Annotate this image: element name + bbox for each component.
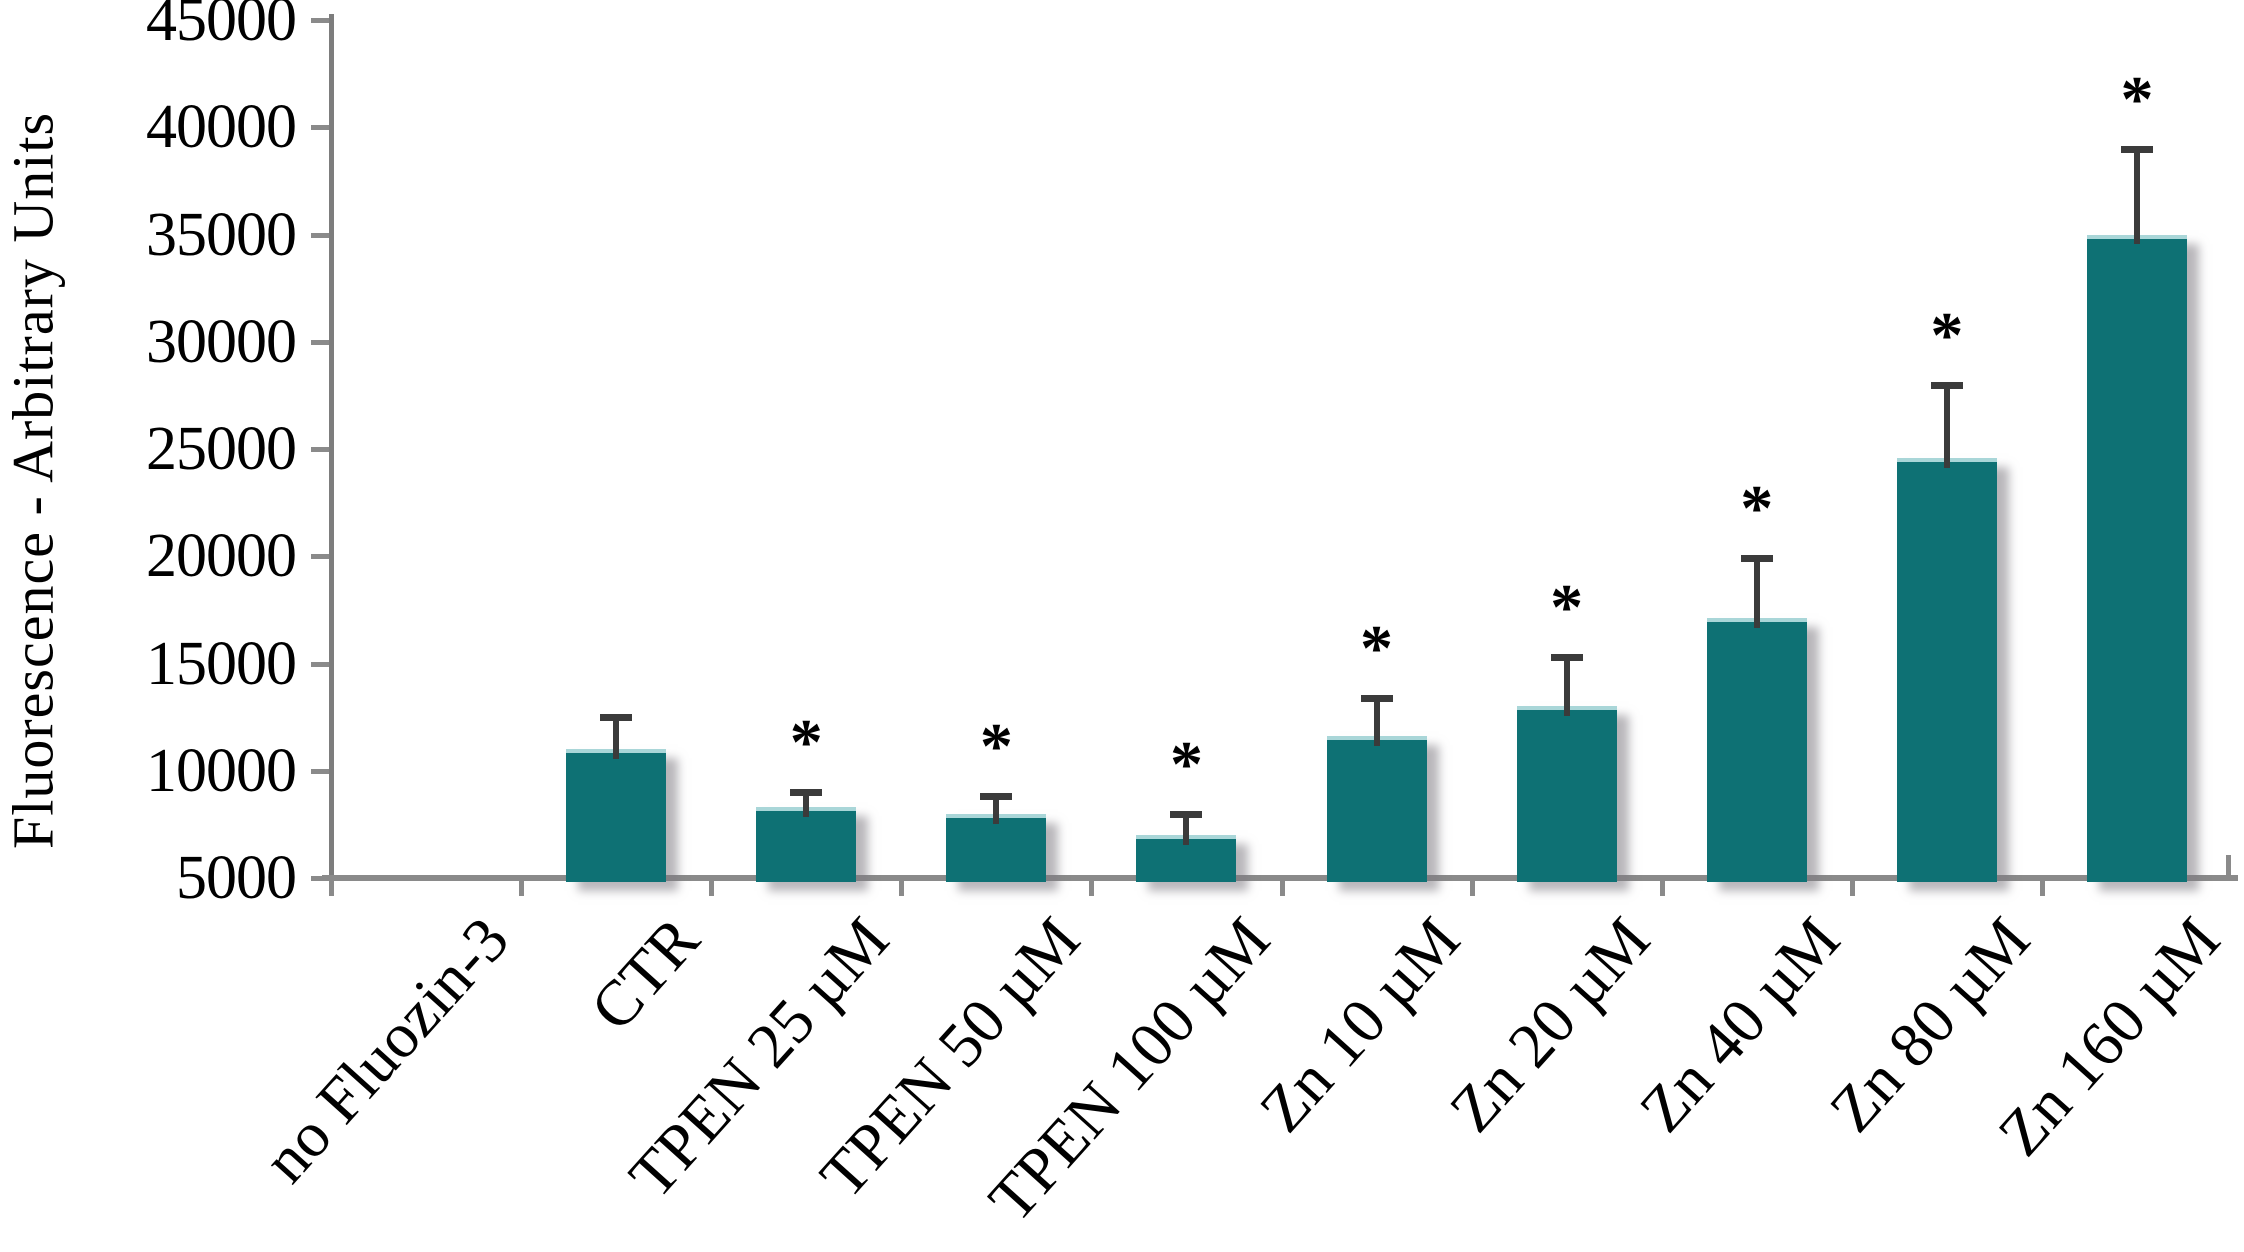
bar bbox=[2086, 234, 2187, 882]
y-tick bbox=[311, 447, 329, 452]
y-tick bbox=[311, 768, 329, 774]
error-bar-cap bbox=[1360, 694, 1393, 702]
y-tick-label: 45000 bbox=[146, 0, 297, 54]
y-tick-label: 40000 bbox=[146, 93, 297, 162]
significance-star: * bbox=[1169, 727, 1203, 801]
y-tick bbox=[311, 339, 329, 345]
bar bbox=[756, 807, 857, 882]
x-category-label: Zn 20 µM bbox=[1435, 903, 1663, 1146]
x-category-label: Zn 40 µM bbox=[1625, 903, 1854, 1146]
bar bbox=[946, 813, 1047, 882]
bar bbox=[1706, 618, 1807, 882]
error-bar-cap bbox=[790, 789, 823, 797]
x-axis-end-tick bbox=[2226, 855, 2231, 878]
y-tick-label: 30000 bbox=[146, 307, 297, 376]
error-bar-stem bbox=[2133, 148, 2140, 245]
y-tick bbox=[311, 18, 329, 23]
significance-star: * bbox=[1930, 298, 1964, 372]
significance-star: * bbox=[1550, 571, 1584, 645]
error-bar-cap bbox=[1170, 810, 1203, 818]
x-tick bbox=[1849, 878, 1855, 896]
significance-star: * bbox=[1360, 611, 1394, 685]
error-bar-stem bbox=[803, 792, 810, 818]
y-tick bbox=[311, 554, 329, 560]
x-tick bbox=[1659, 878, 1665, 896]
significance-star: * bbox=[979, 710, 1013, 784]
y-tick bbox=[311, 232, 329, 238]
y-tick-label: 35000 bbox=[146, 200, 297, 269]
y-tick-label: 20000 bbox=[146, 522, 297, 591]
x-category-label: Zn 10 µM bbox=[1245, 903, 1473, 1146]
bar bbox=[1516, 706, 1617, 882]
y-tick-label: 10000 bbox=[146, 736, 297, 805]
bar bbox=[1896, 457, 1997, 882]
error-bar-cap bbox=[2120, 145, 2153, 153]
bar bbox=[1326, 736, 1427, 882]
x-tick bbox=[709, 878, 715, 896]
significance-star: * bbox=[1740, 472, 1774, 546]
x-tick bbox=[2039, 878, 2045, 896]
significance-star: * bbox=[789, 706, 823, 780]
x-category-label: CTR bbox=[576, 903, 713, 1044]
error-bar-cap bbox=[980, 793, 1013, 801]
error-bar-stem bbox=[993, 796, 1000, 824]
error-bar-stem bbox=[1943, 384, 1950, 468]
error-bar-stem bbox=[613, 717, 620, 760]
y-tick-label: 5000 bbox=[176, 844, 297, 912]
y-tick bbox=[311, 661, 329, 667]
x-tick bbox=[1089, 878, 1095, 896]
significance-star: * bbox=[2120, 62, 2154, 136]
y-tick-label: 15000 bbox=[146, 629, 297, 698]
x-tick bbox=[329, 878, 334, 896]
error-bar-cap bbox=[600, 714, 633, 722]
error-bar-stem bbox=[1183, 813, 1190, 846]
error-bar-stem bbox=[1563, 657, 1570, 717]
error-bar-cap bbox=[1740, 555, 1773, 563]
error-bar-cap bbox=[1930, 381, 1963, 389]
bar bbox=[566, 749, 667, 882]
y-axis-spine bbox=[329, 14, 334, 880]
x-tick bbox=[1279, 878, 1285, 896]
y-tick bbox=[311, 125, 329, 131]
y-tick bbox=[311, 876, 329, 881]
x-tick bbox=[1469, 878, 1475, 896]
y-tick-label: 25000 bbox=[146, 415, 297, 483]
error-bar-stem bbox=[1753, 558, 1760, 629]
x-category-label: no Fluozin-3 bbox=[249, 903, 523, 1196]
x-tick bbox=[519, 878, 525, 896]
error-bar-cap bbox=[1550, 654, 1583, 662]
x-tick bbox=[899, 878, 905, 896]
error-bar-stem bbox=[1373, 697, 1380, 747]
